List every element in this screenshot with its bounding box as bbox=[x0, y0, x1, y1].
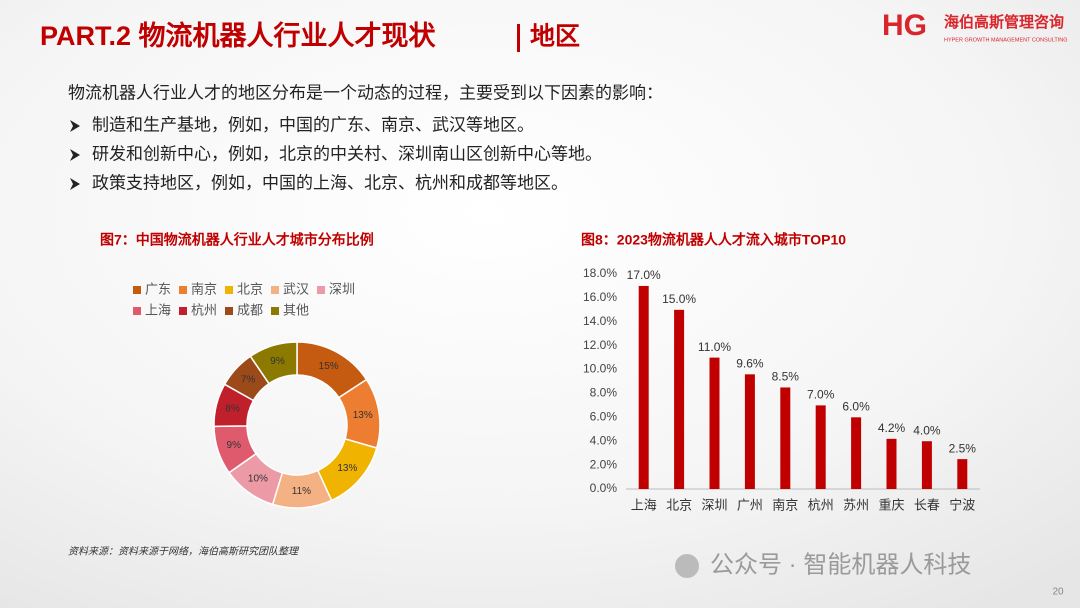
slice-label: 10% bbox=[248, 473, 268, 484]
value-label: 4.0% bbox=[913, 423, 941, 437]
y-tick-label: 6.0% bbox=[590, 410, 618, 424]
bullet-text: 制造和生产基地，例如，中国的广东、南京、武汉等地区。 bbox=[92, 115, 534, 134]
watermark: 公众号 · 智能机器人科技 bbox=[710, 551, 971, 578]
bullet-marker bbox=[70, 178, 80, 190]
bar bbox=[709, 357, 720, 489]
x-tick-label: 南京 bbox=[772, 497, 798, 512]
chart-title: 图8：2023物流机器人人才流入城市TOP10 bbox=[581, 232, 846, 248]
legend-label: 广东 bbox=[145, 281, 171, 296]
logo-sub: HYPER GROWTH MANAGEMENT CONSULTING bbox=[944, 37, 1068, 43]
bar bbox=[921, 441, 932, 489]
legend-swatch bbox=[133, 307, 141, 315]
slice-label: 9% bbox=[270, 356, 285, 367]
x-tick-label: 苏州 bbox=[843, 497, 869, 512]
legend-label: 深圳 bbox=[329, 281, 355, 296]
bar bbox=[674, 309, 685, 489]
bar bbox=[851, 417, 862, 489]
pie-slice bbox=[249, 341, 298, 385]
value-label: 9.6% bbox=[736, 357, 764, 371]
bullet-marker bbox=[70, 120, 80, 132]
legend-swatch bbox=[179, 286, 187, 294]
y-tick-label: 2.0% bbox=[590, 457, 618, 471]
y-tick-label: 16.0% bbox=[583, 290, 617, 304]
legend-swatch bbox=[133, 286, 141, 294]
legend-swatch bbox=[225, 286, 233, 294]
value-label: 17.0% bbox=[627, 268, 661, 282]
x-tick-label: 长春 bbox=[914, 497, 940, 512]
watermark-icon bbox=[675, 554, 699, 578]
slice-label: 13% bbox=[353, 410, 373, 421]
title-divider bbox=[517, 24, 520, 52]
logo-mark: HG bbox=[882, 9, 927, 42]
slice-label: 9% bbox=[227, 440, 242, 451]
y-tick-label: 10.0% bbox=[583, 362, 617, 376]
intro-text: 物流机器人行业人才的地区分布是一个动态的过程，主要受到以下因素的影响： bbox=[68, 83, 663, 102]
legend-label: 其他 bbox=[283, 302, 309, 317]
legend-label: 武汉 bbox=[283, 281, 309, 296]
slide-title: PART.2 物流机器人行业人才现状 bbox=[40, 20, 437, 51]
value-label: 15.0% bbox=[662, 292, 696, 306]
legend-label: 北京 bbox=[237, 281, 263, 296]
bar bbox=[744, 374, 755, 489]
bar bbox=[780, 387, 791, 489]
legend-swatch bbox=[317, 286, 325, 294]
page-number: 20 bbox=[1052, 587, 1064, 598]
x-tick-label: 宁波 bbox=[949, 497, 975, 512]
bullet-text: 研发和创新中心，例如，北京的中关村、深圳南山区创新中心等地。 bbox=[92, 144, 602, 163]
x-tick-label: 深圳 bbox=[701, 497, 727, 512]
bullet-text: 政策支持地区，例如，中国的上海、北京、杭州和成都等地区。 bbox=[92, 173, 568, 192]
y-tick-label: 8.0% bbox=[590, 386, 618, 400]
x-tick-label: 北京 bbox=[666, 497, 692, 512]
x-tick-label: 重庆 bbox=[878, 497, 904, 512]
slice-label: 13% bbox=[337, 463, 357, 474]
value-label: 6.0% bbox=[842, 400, 870, 414]
y-tick-label: 0.0% bbox=[590, 481, 618, 495]
slice-label: 7% bbox=[241, 375, 256, 386]
bar bbox=[957, 459, 968, 489]
chart-title: 图7：中国物流机器人行业人才城市分布比例 bbox=[100, 232, 374, 248]
y-tick-label: 14.0% bbox=[583, 314, 617, 328]
bullet-marker bbox=[70, 149, 80, 161]
value-label: 11.0% bbox=[698, 340, 731, 354]
y-tick-label: 18.0% bbox=[583, 266, 617, 280]
value-label: 8.5% bbox=[772, 370, 800, 384]
slide-section: 地区 bbox=[530, 23, 580, 51]
value-label: 4.2% bbox=[878, 421, 906, 435]
source-note: 资料来源：资料来源于网络，海伯高斯研究团队整理 bbox=[68, 546, 300, 558]
slice-label: 11% bbox=[292, 486, 311, 497]
legend-swatch bbox=[271, 286, 279, 294]
legend-label: 杭州 bbox=[191, 302, 217, 317]
legend-swatch bbox=[225, 307, 233, 315]
legend-label: 成都 bbox=[237, 302, 263, 317]
x-tick-label: 上海 bbox=[631, 497, 657, 512]
slice-label: 8% bbox=[225, 403, 240, 414]
value-label: 7.0% bbox=[807, 388, 835, 402]
slice-label: 15% bbox=[319, 361, 339, 372]
bar bbox=[886, 438, 897, 489]
legend-swatch bbox=[271, 307, 279, 315]
y-tick-label: 4.0% bbox=[590, 433, 618, 447]
legend-label: 南京 bbox=[191, 281, 217, 296]
value-label: 2.5% bbox=[949, 441, 977, 455]
legend-swatch bbox=[179, 307, 187, 315]
y-tick-label: 12.0% bbox=[583, 338, 617, 352]
bullet-list: 制造和生产基地，例如，中国的广东、南京、武汉等地区。 研发和创新中心，例如，北京… bbox=[70, 115, 602, 192]
x-tick-label: 杭州 bbox=[808, 497, 834, 512]
bar bbox=[638, 285, 649, 489]
logo-name: 海伯高斯管理咨询 bbox=[944, 13, 1064, 31]
x-tick-label: 广州 bbox=[737, 497, 763, 512]
legend-label: 上海 bbox=[145, 302, 171, 317]
bar bbox=[815, 405, 826, 489]
